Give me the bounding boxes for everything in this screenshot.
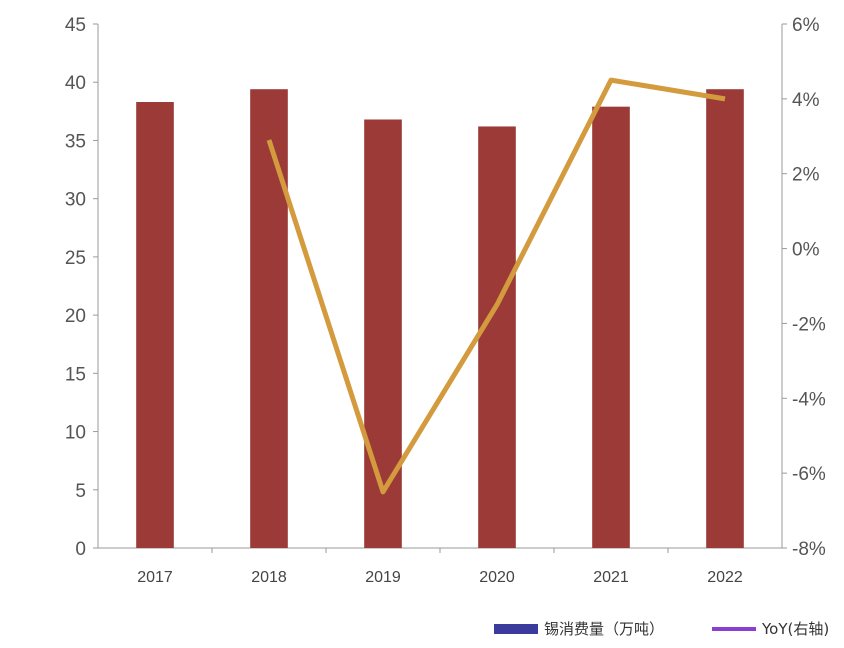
left-tick-label: 30 (65, 190, 86, 211)
x-tick-label: 2021 (593, 569, 629, 586)
legend-swatch-bars (494, 624, 538, 634)
right-tick-label: 4% (792, 90, 820, 111)
left-tick-label: 45 (65, 15, 86, 36)
left-tick-label: 25 (65, 248, 86, 269)
right-tick-label: -4% (792, 389, 826, 410)
bar (478, 126, 516, 549)
x-tick-label: 2018 (251, 569, 287, 586)
left-tick-label: 20 (65, 306, 86, 327)
left-tick-label: 40 (65, 73, 86, 94)
right-tick-label: -2% (792, 314, 826, 335)
x-tick-label: 2020 (479, 569, 515, 586)
right-tick-label: 0% (792, 240, 820, 261)
legend-label-bars: 锡消费量（万吨） (544, 620, 664, 638)
left-tick-label: 10 (65, 423, 86, 444)
bar (250, 89, 288, 548)
left-tick-label: 35 (65, 131, 86, 152)
bar (136, 102, 174, 549)
x-tick-label: 2019 (365, 569, 401, 586)
right-tick-label: -8% (792, 539, 826, 560)
legend-swatch-line (712, 627, 756, 631)
left-tick-label: 5 (75, 481, 86, 502)
bar (706, 89, 744, 548)
left-tick-label: 15 (65, 364, 86, 385)
bar (364, 119, 402, 549)
right-tick-label: -6% (792, 464, 826, 485)
bar (592, 106, 630, 549)
right-tick-label: 6% (792, 15, 820, 36)
x-tick-label: 2022 (707, 569, 743, 586)
right-tick-label: 2% (792, 165, 820, 186)
left-tick-label: 0 (75, 539, 86, 560)
x-tick-label: 2017 (137, 569, 173, 586)
legend-label-line: YoY(右轴) (761, 620, 829, 638)
